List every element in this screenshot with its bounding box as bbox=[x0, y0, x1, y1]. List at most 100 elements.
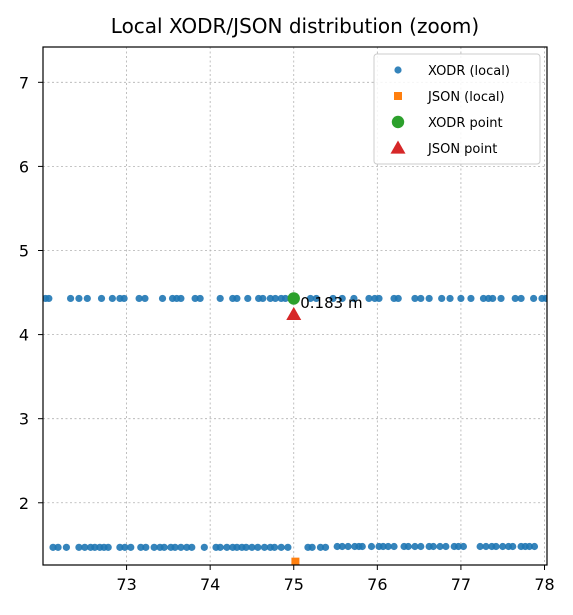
point-xodr-local-17 bbox=[216, 294, 224, 303]
point-xodr-local-95 bbox=[333, 542, 341, 551]
series-json-point bbox=[286, 306, 302, 321]
point-xodr-local-107 bbox=[404, 542, 412, 551]
legend-marker-json-point bbox=[390, 140, 406, 154]
point-xodr-local-44 bbox=[479, 294, 488, 303]
point-xodr-local-37 bbox=[411, 294, 419, 303]
series-json-local bbox=[291, 557, 300, 565]
tick-label-y-5: 7 bbox=[19, 73, 29, 92]
point-xodr-local-120 bbox=[492, 542, 500, 551]
point-xodr-local-41 bbox=[446, 294, 454, 303]
point-xodr-local-22 bbox=[259, 294, 267, 303]
point-xodr-local-84 bbox=[248, 543, 256, 551]
point-xodr-local-40 bbox=[438, 294, 446, 303]
point-xodr-local-56 bbox=[75, 543, 83, 551]
point-xodr-local-89 bbox=[277, 543, 285, 551]
point-xodr-local-5 bbox=[97, 294, 106, 303]
point-xodr-local-52 bbox=[542, 294, 547, 303]
point-xodr-local-36 bbox=[394, 294, 402, 303]
legend: XODR (local) JSON (local) XODR point JSON p… bbox=[373, 53, 541, 165]
point-xodr-local-14 bbox=[177, 294, 185, 303]
point-xodr-local-34 bbox=[375, 294, 383, 303]
point-xodr-local-32 bbox=[365, 294, 373, 303]
point-xodr-local-94 bbox=[321, 543, 330, 551]
point-xodr-local-78 bbox=[216, 543, 224, 551]
point-xodr-local-1 bbox=[45, 294, 53, 303]
point-xodr-local-117 bbox=[476, 542, 484, 551]
tick-label-y-1: 3 bbox=[19, 410, 29, 429]
point-xodr-local-48 bbox=[511, 294, 519, 303]
data-marks bbox=[43, 292, 547, 565]
point-xodr-local-23 bbox=[266, 294, 274, 303]
tick-label-x-3: 76 bbox=[367, 575, 387, 594]
legend-marker-xodr-local bbox=[394, 66, 402, 74]
tick-label-x-5: 78 bbox=[534, 575, 554, 594]
point-xodr-local-103 bbox=[379, 542, 387, 551]
point-xodr-local-83 bbox=[242, 543, 250, 551]
point-xodr-local-27 bbox=[306, 294, 315, 303]
point-xodr-local-70 bbox=[160, 543, 168, 551]
tick-label-x-4: 77 bbox=[451, 575, 471, 594]
point-xodr-local-67 bbox=[142, 543, 150, 551]
point-xodr-local-49 bbox=[517, 294, 525, 303]
legend-box bbox=[373, 53, 541, 165]
point-xodr-local-73 bbox=[177, 543, 185, 551]
point-xodr-local-4 bbox=[83, 294, 91, 303]
point-xodr-local-54 bbox=[54, 543, 62, 551]
point-xodr-local-39 bbox=[425, 294, 433, 303]
point-json-local-0 bbox=[291, 557, 300, 565]
point-xodr-local-92 bbox=[308, 543, 316, 551]
point-xodr-local-9 bbox=[135, 294, 143, 303]
point-xodr-local-42 bbox=[457, 294, 465, 303]
point-xodr-local-20 bbox=[244, 294, 252, 303]
point-xodr-local-112 bbox=[436, 542, 444, 551]
point-xodr-local-88 bbox=[270, 543, 279, 551]
point-xodr-local-26 bbox=[281, 294, 289, 303]
point-xodr-local-28 bbox=[312, 294, 320, 303]
point-xodr-local-127 bbox=[530, 542, 539, 551]
point-xodr-local-6 bbox=[108, 294, 116, 303]
point-xodr-local-8 bbox=[120, 294, 128, 303]
legend-label-json-point: JSON point bbox=[427, 142, 497, 157]
point-xodr-local-47 bbox=[497, 294, 505, 303]
point-xodr-local-10 bbox=[141, 294, 149, 303]
point-xodr-local-100 bbox=[358, 542, 366, 551]
point-xodr-local-81 bbox=[233, 543, 241, 551]
point-xodr-local-79 bbox=[223, 543, 231, 551]
point-xodr-local-55 bbox=[62, 543, 71, 551]
point-xodr-local-63 bbox=[116, 543, 124, 551]
point-xodr-local-24 bbox=[271, 294, 279, 303]
point-xodr-local-31 bbox=[350, 294, 358, 303]
series-xodr-point bbox=[287, 292, 300, 305]
point-xodr-local-50 bbox=[530, 294, 538, 303]
point-xodr-local-116 bbox=[459, 542, 468, 551]
tick-label-x-2: 75 bbox=[284, 575, 304, 594]
point-xodr-local-85 bbox=[254, 543, 262, 551]
point-xodr-local-96 bbox=[338, 542, 346, 551]
legend-marker-xodr-point bbox=[391, 115, 405, 129]
point-xodr-local-46 bbox=[489, 294, 497, 303]
point-xodr-local-126 bbox=[525, 542, 534, 551]
tick-label-y-0: 2 bbox=[19, 494, 29, 513]
plot-frame bbox=[42, 46, 548, 566]
point-xodr-local-64 bbox=[121, 543, 129, 551]
legend-label-json-local: JSON (local) bbox=[427, 90, 505, 105]
point-xodr-local-59 bbox=[91, 543, 99, 551]
point-xodr-local-113 bbox=[442, 542, 450, 551]
point-xodr-local-15 bbox=[191, 294, 199, 303]
point-xodr-local-101 bbox=[367, 542, 376, 551]
tick-label-y-3: 5 bbox=[19, 242, 29, 261]
point-xodr-local-19 bbox=[233, 294, 241, 303]
point-xodr-local-65 bbox=[127, 543, 135, 551]
chart-title: Local XODR/JSON distribution (zoom) bbox=[111, 14, 479, 38]
point-xodr-local-111 bbox=[429, 542, 437, 551]
tick-label-y-2: 4 bbox=[19, 326, 29, 345]
legend-label-xodr-point: XODR point bbox=[428, 116, 503, 131]
point-xodr-local-68 bbox=[150, 543, 158, 551]
point-xodr-local-104 bbox=[384, 542, 392, 551]
point-xodr-local-53 bbox=[49, 543, 57, 551]
point-xodr-local-86 bbox=[260, 543, 269, 551]
point-xodr-local-123 bbox=[509, 542, 517, 551]
point-xodr-point-0 bbox=[287, 292, 300, 305]
distance-annotation: 0.183 m bbox=[300, 294, 362, 312]
